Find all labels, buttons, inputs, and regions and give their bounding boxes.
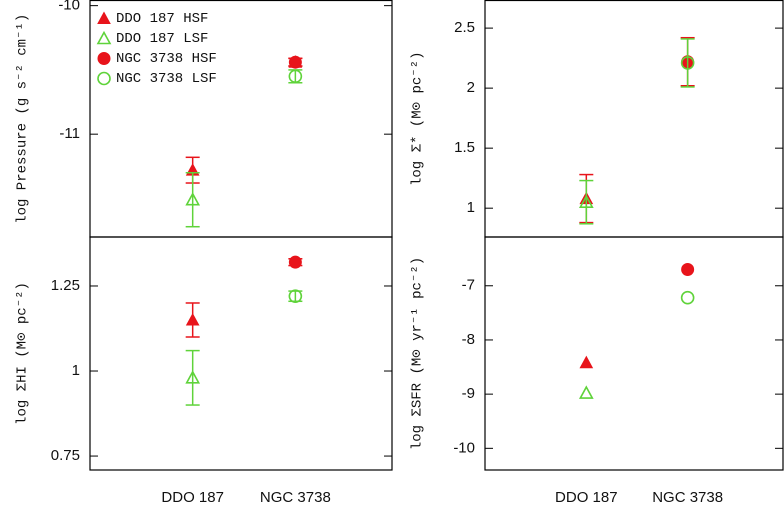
legend-marker bbox=[97, 52, 111, 65]
y-tick-label: -10 bbox=[58, 0, 80, 14]
y-axis-label: log Σ* (M⊙ pc⁻²) bbox=[410, 52, 426, 186]
y-tick-label: 2.5 bbox=[454, 19, 475, 36]
x-tick-label: DDO 187 bbox=[555, 489, 618, 506]
legend-marker bbox=[97, 11, 111, 24]
data-point bbox=[288, 55, 302, 69]
data-point bbox=[680, 56, 695, 70]
y-tick-label: -8 bbox=[462, 331, 475, 348]
legend-label: NGC 3738 HSF bbox=[116, 51, 217, 67]
plot-frame bbox=[89, 236, 393, 471]
data-point bbox=[288, 255, 302, 269]
data-point bbox=[288, 69, 303, 84]
data-point bbox=[579, 355, 594, 369]
data-point bbox=[680, 290, 695, 305]
y-axis-label: log ΣHI (M⊙ pc⁻²) bbox=[15, 282, 31, 425]
legend-label: DDO 187 LSF bbox=[116, 31, 208, 47]
x-tick-label: NGC 3738 bbox=[652, 489, 723, 506]
y-tick-label: -7 bbox=[462, 277, 475, 294]
y-tick-label: 1 bbox=[72, 362, 80, 379]
x-tick-label: NGC 3738 bbox=[260, 489, 331, 506]
y-axis-label: log ΣSFR (M⊙ yr⁻¹ pc⁻²) bbox=[410, 257, 426, 450]
y-tick-label: 2 bbox=[467, 79, 475, 96]
y-tick-label: 0.75 bbox=[51, 447, 80, 464]
legend-marker bbox=[97, 71, 111, 86]
data-point bbox=[578, 385, 594, 399]
y-tick-label: 1.5 bbox=[454, 139, 475, 156]
y-tick-label: -11 bbox=[59, 125, 80, 142]
y-tick-label: -10 bbox=[453, 439, 475, 456]
plot-frame bbox=[484, 236, 784, 471]
data-point bbox=[185, 192, 201, 206]
data-point bbox=[288, 289, 303, 303]
plot-frame bbox=[484, 0, 784, 238]
y-tick-label: 1.25 bbox=[51, 277, 80, 294]
data-point bbox=[185, 370, 201, 384]
y-axis-label: log Pressure (g s⁻² cm⁻¹) bbox=[15, 14, 31, 224]
y-tick-label: -9 bbox=[462, 385, 475, 402]
y-tick-label: 1 bbox=[467, 199, 475, 216]
data-point bbox=[185, 312, 200, 326]
data-point bbox=[681, 263, 695, 277]
legend-label: NGC 3738 LSF bbox=[116, 71, 217, 87]
x-tick-label: DDO 187 bbox=[161, 489, 224, 506]
legend-label: DDO 187 HSF bbox=[116, 11, 208, 27]
data-point bbox=[578, 194, 594, 208]
legend-marker bbox=[96, 30, 112, 45]
